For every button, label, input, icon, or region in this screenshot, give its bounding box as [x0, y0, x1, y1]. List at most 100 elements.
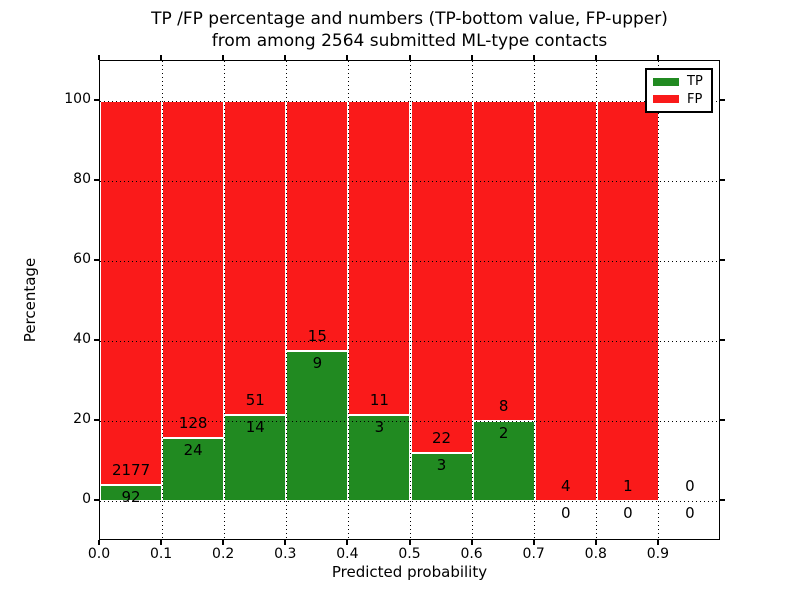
x-tick-mark-top — [160, 55, 163, 60]
y-axis-label: Percentage — [21, 257, 39, 343]
bar-fp-segment — [348, 101, 411, 416]
bar-tp-segment — [410, 453, 473, 501]
grid-line-horizontal — [100, 500, 719, 502]
x-tick-mark — [408, 540, 411, 545]
grid-line-vertical — [658, 61, 660, 539]
y-tick-mark-right — [720, 419, 725, 421]
bar-tp-count-label: 0 — [685, 504, 695, 522]
bar-tp-count-label: 9 — [312, 354, 323, 372]
chart-title-line1: TP /FP percentage and numbers (TP-bottom… — [151, 9, 668, 29]
x-tick-label: 0.6 — [460, 546, 483, 562]
grid-line-horizontal — [100, 340, 719, 342]
grid-line-horizontal — [100, 100, 719, 102]
x-tick-mark-top — [346, 55, 349, 60]
x-tick-mark-top — [532, 55, 535, 60]
x-tick-mark — [470, 540, 473, 545]
y-tick-label: 40 — [73, 331, 91, 347]
x-tick-mark — [160, 540, 163, 545]
bar-fp-count-label: 8 — [498, 397, 509, 415]
bar-fp-count-label: 22 — [432, 429, 452, 447]
x-tick-mark — [98, 540, 100, 545]
legend: TP FP — [645, 68, 713, 113]
grid-line-vertical — [223, 61, 225, 539]
y-tick-mark-right — [720, 339, 725, 341]
x-tick-label: 0.5 — [398, 546, 421, 562]
bar-fp-count-label: 4 — [560, 477, 571, 495]
bar-tp-segment — [162, 437, 225, 501]
y-tick-mark — [94, 419, 99, 421]
chart-title: TP /FP percentage and numbers (TP-bottom… — [99, 8, 720, 52]
grid-line-vertical — [596, 61, 598, 539]
bar-fp-count-label: 11 — [369, 391, 389, 410]
x-tick-mark-top — [408, 55, 411, 60]
bar-fp-segment — [224, 101, 287, 415]
y-tick-mark-right — [720, 179, 725, 181]
y-tick-mark — [94, 259, 99, 261]
x-axis-label: Predicted probability — [331, 563, 488, 581]
y-tick-mark — [94, 179, 99, 181]
y-tick-mark-right — [720, 99, 725, 101]
bar-fp-count-label: 128 — [178, 413, 208, 432]
x-tick-mark — [284, 540, 287, 545]
bar-tp-segment — [286, 351, 349, 501]
y-tick-mark — [94, 99, 99, 101]
x-tick-mark — [346, 540, 349, 545]
bar-tp-count-label: 0 — [560, 504, 571, 522]
x-tick-mark-top — [98, 55, 100, 60]
x-tick-mark — [532, 540, 535, 545]
y-tick-label: 80 — [73, 171, 91, 187]
grid-line-vertical — [347, 61, 349, 539]
x-tick-label: 0.4 — [336, 546, 359, 562]
bar-fp-count-label: 2177 — [111, 460, 151, 479]
bar-fp-segment — [286, 101, 349, 351]
x-tick-mark-top — [594, 55, 597, 60]
legend-label-tp: TP — [687, 74, 703, 90]
x-tick-mark-top — [222, 55, 225, 60]
y-tick-label: 20 — [73, 411, 91, 427]
legend-entry-fp: FP — [653, 92, 705, 107]
grid-line-horizontal — [100, 420, 719, 422]
bar-fp-segment — [162, 101, 225, 438]
grid-line-vertical — [285, 61, 287, 539]
legend-swatch-tp-icon — [653, 77, 679, 86]
x-tick-mark — [222, 540, 225, 545]
chart-title-line2: from among 2564 submitted ML-type contac… — [211, 31, 608, 51]
x-tick-label: 0.2 — [212, 546, 235, 562]
bar-fp-segment — [596, 101, 659, 501]
y-tick-label: 100 — [64, 91, 91, 107]
y-tick-mark — [94, 499, 99, 501]
bar-tp-count-label: 24 — [183, 440, 203, 459]
y-tick-label: 0 — [82, 491, 91, 507]
x-tick-mark-top — [470, 55, 473, 60]
bar-tp-count-label: 3 — [374, 418, 385, 437]
x-tick-label: 0.3 — [274, 546, 297, 562]
grid-line-horizontal — [100, 260, 719, 262]
x-tick-label: 0.8 — [584, 546, 607, 562]
bar-tp-segment — [472, 421, 535, 501]
grid-line-vertical — [161, 61, 163, 539]
grid-line-vertical — [534, 61, 536, 539]
grid-line-vertical — [472, 61, 474, 539]
bar-tp-segment — [100, 484, 163, 501]
bar-fp-segment — [100, 101, 163, 485]
legend-swatch-fp-icon — [653, 95, 679, 104]
bar-tp-count-label: 0 — [623, 504, 633, 522]
bar-tp-count-label: 2 — [498, 424, 509, 442]
x-tick-mark-top — [284, 55, 287, 60]
x-tick-mark-top — [656, 55, 659, 60]
bar-tp-count-label: 3 — [436, 456, 447, 474]
bar-fp-segment — [534, 101, 597, 501]
x-tick-mark — [656, 540, 659, 545]
x-tick-label: 0.1 — [149, 546, 173, 562]
bar-fp-count-label: 0 — [685, 477, 695, 495]
bar-fp-count-label: 51 — [245, 390, 265, 409]
y-tick-mark-right — [720, 499, 725, 501]
legend-entry-tp: TP — [653, 74, 705, 89]
x-tick-label: 0.0 — [87, 546, 111, 562]
bar-fp-segment — [410, 101, 473, 453]
grid-line-horizontal — [100, 180, 719, 182]
x-tick-mark — [594, 540, 597, 545]
x-tick-label: 0.7 — [522, 546, 545, 562]
bar-fp-count-label: 1 — [623, 477, 633, 495]
